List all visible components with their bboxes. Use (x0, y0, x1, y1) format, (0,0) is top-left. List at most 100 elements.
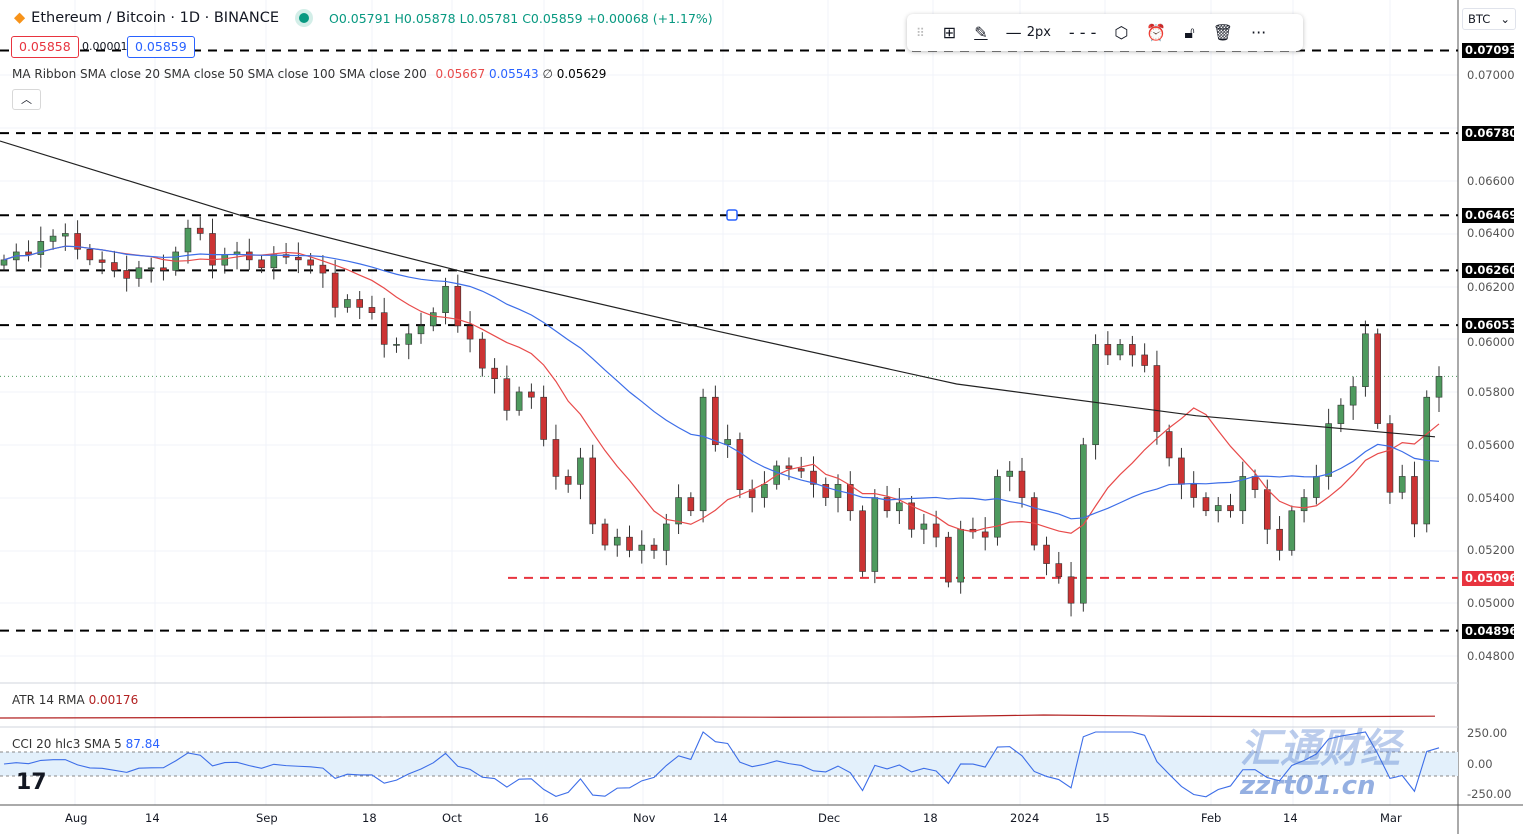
drag-handle-icon[interactable]: ⠿ (916, 25, 925, 40)
candle-body (111, 262, 118, 271)
ethereum-logo-icon: ◆ (14, 10, 26, 26)
candle-body (1435, 376, 1443, 398)
x-tick-label: Aug (65, 811, 88, 825)
sma200-line (0, 140, 1436, 438)
candle-body (209, 233, 216, 266)
candle-body (307, 259, 314, 266)
sma100-value: ∅ (542, 67, 553, 81)
level-price-label: 0.06780 (1462, 126, 1517, 142)
candle-body (699, 396, 707, 512)
cci-tick-label: -250.00 (1467, 787, 1512, 801)
candle-body (810, 470, 817, 485)
alert-icon[interactable]: ⏰ (1146, 23, 1167, 42)
candle-body (675, 497, 682, 525)
x-tick-label: 14 (145, 811, 160, 825)
candle-body (1325, 423, 1332, 477)
candle-body (1030, 497, 1038, 546)
more-icon[interactable]: ··· (1251, 23, 1267, 42)
trash-icon[interactable]: 🗑︎ (1212, 23, 1233, 42)
ohlc-values: O0.05791 H0.05878 L0.05781 C0.05859 +0.0… (329, 10, 713, 26)
candle-body (528, 391, 535, 398)
x-tick-label: Sep (256, 811, 278, 825)
candle-body (1411, 476, 1418, 525)
level-price-label: 0.06053 (1462, 318, 1517, 334)
candle-body (1129, 344, 1136, 356)
candle-body (417, 325, 425, 335)
candle-body (1313, 476, 1320, 498)
candle-body (503, 378, 511, 411)
candle-body (638, 544, 646, 551)
atr-line (0, 714, 1436, 719)
candle-body (1214, 505, 1222, 512)
y-tick-label: 0.05800 (1467, 384, 1515, 399)
atr-label: ATR 14 RMA (12, 693, 85, 707)
candle-body (601, 523, 609, 546)
cci-label: CCI 20 hlc3 SMA 5 (12, 737, 122, 751)
tradingview-logo: 17 (16, 770, 47, 795)
candle-body (98, 259, 106, 263)
x-tick-label: Nov (633, 811, 656, 825)
y-tick-label: 0.06600 (1467, 173, 1515, 188)
ma-ribbon-legend[interactable]: MA Ribbon SMA close 20 SMA close 50 SMA … (12, 67, 606, 81)
candle-body (994, 476, 1001, 538)
buy-price-button[interactable]: 0.05859 (127, 36, 195, 58)
y-tick-label: 0.05200 (1467, 543, 1515, 558)
level-price-label: 0.04896 (1462, 623, 1517, 639)
pencil-icon[interactable]: ✎ (974, 23, 988, 42)
candle-body (1092, 344, 1099, 446)
x-tick-label: Mar (1380, 811, 1402, 825)
candle-body (957, 528, 964, 583)
candle-body (1276, 528, 1283, 551)
candle-body (1006, 470, 1014, 477)
candle-body (785, 465, 793, 469)
candle-body (540, 396, 547, 440)
y-tick-label: 0.06000 (1467, 335, 1515, 350)
line-style-icon[interactable]: - - - (1068, 23, 1097, 42)
currency-label: BTC (1468, 12, 1491, 26)
candle-body (1190, 484, 1198, 498)
candle-body (466, 325, 474, 340)
candle-body (1239, 476, 1247, 512)
candle-body (1202, 497, 1210, 512)
atr-value: 0.00176 (88, 693, 139, 707)
collapse-legend-button[interactable]: ︿ (12, 89, 41, 110)
x-tick-label: 15 (1095, 811, 1110, 825)
settings-icon[interactable]: ⬡ (1114, 23, 1129, 42)
candle-body (454, 285, 462, 327)
drawing-anchor-handle (726, 209, 738, 221)
candle-body (405, 333, 413, 345)
symbol-title[interactable]: Ethereum / Bitcoin · 1D · BINANCE (31, 10, 279, 26)
candle-body (1165, 431, 1173, 459)
atr-legend[interactable]: ATR 14 RMA 0.00176 (12, 693, 138, 707)
candle-body (871, 497, 879, 572)
x-tick-label: Oct (442, 811, 462, 825)
candle-body (1104, 344, 1112, 356)
sma50-line (3, 245, 1440, 520)
line-width-icon: — (1005, 23, 1022, 42)
candle-body (331, 272, 339, 308)
candle-body (687, 497, 695, 512)
currency-select[interactable]: BTC ⌄ (1462, 8, 1516, 30)
unlock-icon[interactable]: 🔓︎ (1184, 22, 1195, 42)
candle-body (1288, 510, 1296, 551)
level-price-label: 0.06469 (1462, 208, 1517, 224)
line-width-button[interactable]: — 2px (997, 14, 1060, 51)
candle-body (761, 484, 768, 498)
candle-body (25, 251, 32, 255)
cci-legend[interactable]: CCI 20 hlc3 SMA 5 87.84 (12, 737, 160, 751)
x-tick-label: 2024 (1010, 811, 1040, 825)
x-tick-label: 18 (362, 811, 377, 825)
candle-body (564, 476, 572, 485)
candle-body (1141, 354, 1148, 366)
candle-body (797, 468, 805, 472)
sell-price-button[interactable]: 0.05858 (11, 36, 79, 58)
candle-body (270, 254, 278, 269)
candle-body (1067, 576, 1075, 604)
level-price-label: 0.07093 (1462, 43, 1517, 59)
candle-body (1043, 544, 1050, 564)
candle-body (393, 344, 400, 346)
candle-body (724, 439, 731, 446)
template-icon[interactable]: ⊞ (942, 23, 957, 42)
candle-body (1153, 365, 1161, 432)
